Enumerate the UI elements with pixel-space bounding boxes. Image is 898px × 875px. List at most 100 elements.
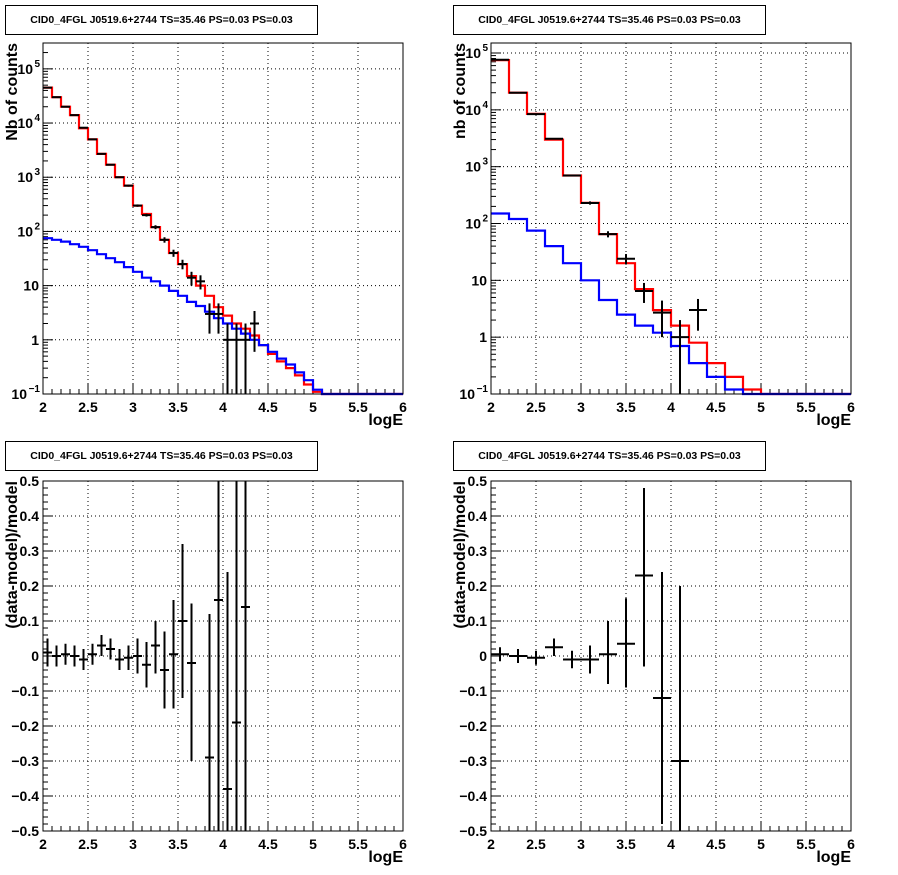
- y-tick-exponent: 3: [482, 157, 488, 168]
- x-tick-label: 5: [757, 399, 765, 415]
- x-tick-label: 5.5: [348, 836, 368, 852]
- y-tick-label: −0.4: [11, 788, 39, 804]
- x-tick-label: 6: [847, 836, 855, 852]
- plot-frame: [42, 42, 404, 395]
- x-tick-label: 2: [39, 399, 47, 415]
- y-tick-label: 10: [17, 169, 33, 185]
- x-tick-label: 5: [309, 836, 317, 852]
- y-tick-label: 1: [479, 329, 487, 345]
- y-tick-label: 10: [11, 386, 27, 402]
- x-tick-label: 2.5: [526, 836, 546, 852]
- x-tick-label: 4: [219, 399, 227, 415]
- y-tick-exponent: 4: [482, 100, 488, 111]
- histogram-series-blue: [43, 237, 403, 396]
- x-tick-label: 2.5: [78, 836, 98, 852]
- x-tick-label: 2: [487, 399, 495, 415]
- y-tick-exponent: 3: [34, 167, 40, 178]
- y-tick-label: 10: [17, 223, 33, 239]
- y-tick-label: 10: [465, 45, 481, 61]
- y-tick-label: 10: [465, 216, 481, 232]
- plot-frame: [42, 480, 404, 832]
- y-tick-label: 0.2: [20, 578, 40, 594]
- x-tick-label: 3: [577, 399, 585, 415]
- y-tick-label: −0.5: [459, 823, 487, 839]
- x-tick-label: 3: [577, 836, 585, 852]
- x-tick-label: 5: [757, 836, 765, 852]
- y-tick-label: −0.1: [459, 683, 487, 699]
- y-tick-exponent: 2: [482, 214, 488, 225]
- y-axis-label: Nb of counts: [4, 43, 21, 141]
- y-tick-label: 1: [31, 332, 39, 348]
- x-tick-label: 5.5: [796, 399, 816, 415]
- y-tick-label: 10: [17, 115, 33, 131]
- plot-title-bottom-right: CID0_4FGL J0519.6+2744 TS=35.46 PS=0.03 …: [453, 441, 766, 471]
- y-tick-label: 0.1: [468, 613, 488, 629]
- y-tick-exponent: 4: [34, 113, 40, 124]
- y-tick-label: −0.4: [459, 788, 487, 804]
- y-tick-label: 0.1: [20, 613, 40, 629]
- x-tick-label: 6: [847, 399, 855, 415]
- x-tick-label: 3.5: [616, 399, 636, 415]
- y-tick-label: 10: [17, 61, 33, 77]
- y-tick-label: 0.4: [20, 508, 40, 524]
- plot-title-top-right: CID0_4FGL J0519.6+2744 TS=35.46 PS=0.03 …: [453, 5, 766, 35]
- y-tick-exponent: 5: [34, 59, 40, 70]
- x-tick-label: 6: [399, 836, 407, 852]
- y-tick-label: −0.3: [459, 753, 487, 769]
- plot-frame: [490, 480, 852, 832]
- y-tick-label: −0.3: [11, 753, 39, 769]
- x-tick-label: 2: [487, 836, 495, 852]
- y-tick-label: 0.2: [468, 578, 488, 594]
- y-axis-label: (data-model)/model: [4, 481, 21, 629]
- y-tick-label: 0.3: [20, 543, 40, 559]
- x-tick-label: 3.5: [168, 836, 188, 852]
- y-tick-label: 0: [31, 648, 39, 664]
- x-axis-label: logE: [368, 849, 403, 866]
- x-tick-label: 5: [309, 399, 317, 415]
- y-axis-label: nb of counts: [452, 43, 469, 139]
- x-tick-label: 4: [219, 836, 227, 852]
- x-tick-label: 2.5: [526, 399, 546, 415]
- x-axis-label: logE: [816, 849, 851, 866]
- y-tick-exponent: 2: [34, 221, 40, 232]
- x-tick-label: 2: [39, 836, 47, 852]
- x-tick-label: 4.5: [706, 836, 726, 852]
- y-tick-label: −0.2: [11, 718, 39, 734]
- y-tick-label: 0: [479, 648, 487, 664]
- x-tick-label: 5.5: [348, 399, 368, 415]
- y-axis-label: (data-model)/model: [452, 481, 469, 629]
- x-tick-label: 3: [129, 836, 137, 852]
- x-tick-label: 5.5: [796, 836, 816, 852]
- x-tick-label: 4.5: [258, 399, 278, 415]
- y-tick-label: 10: [465, 102, 481, 118]
- x-tick-label: 3.5: [168, 399, 188, 415]
- plot-title-bottom-left: CID0_4FGL J0519.6+2744 TS=35.46 PS=0.03 …: [5, 441, 318, 471]
- y-tick-label: 10: [465, 159, 481, 175]
- histogram-series-red: [491, 59, 851, 396]
- plot-frame: [490, 42, 852, 395]
- x-tick-label: 4: [667, 836, 675, 852]
- plot-title-top-left: CID0_4FGL J0519.6+2744 TS=35.46 PS=0.03 …: [5, 5, 318, 35]
- x-tick-label: 2.5: [78, 399, 98, 415]
- y-tick-label: −0.1: [11, 683, 39, 699]
- x-tick-label: 3.5: [616, 836, 636, 852]
- y-tick-label: 0.5: [20, 473, 40, 489]
- y-tick-label: 10: [23, 278, 39, 294]
- y-tick-exponent: −1: [477, 384, 489, 395]
- x-axis-label: logE: [368, 412, 403, 429]
- y-tick-label: −0.2: [459, 718, 487, 734]
- x-tick-label: 4.5: [258, 836, 278, 852]
- y-tick-exponent: −1: [29, 384, 41, 395]
- histogram-series-red: [43, 86, 403, 396]
- x-tick-label: 3: [129, 399, 137, 415]
- y-tick-label: 0.3: [468, 543, 488, 559]
- x-tick-label: 4: [667, 399, 675, 415]
- x-axis-label: logE: [816, 412, 851, 429]
- x-tick-label: 6: [399, 399, 407, 415]
- y-tick-label: 0.4: [468, 508, 488, 524]
- x-tick-label: 4.5: [706, 399, 726, 415]
- y-tick-label: −0.5: [11, 823, 39, 839]
- y-tick-exponent: 5: [482, 43, 488, 54]
- y-tick-label: 0.5: [468, 473, 488, 489]
